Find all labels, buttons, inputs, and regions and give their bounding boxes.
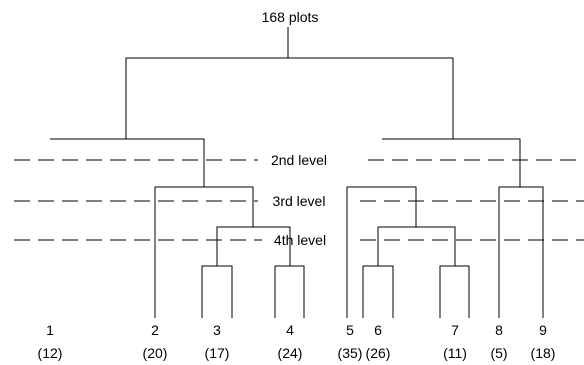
- root-split: [125, 57, 454, 139]
- group-5-label: 5: [346, 322, 354, 338]
- groups-6-7-split: [377, 226, 456, 266]
- group-1-count: (12): [38, 345, 63, 361]
- groups-3-4-split: [216, 226, 291, 266]
- group-4-label: 4: [286, 322, 294, 338]
- right-split: [382, 138, 521, 187]
- group-7-label: 7: [451, 322, 459, 338]
- group-1-label: 1: [46, 322, 54, 338]
- level-2-label: 2nd level: [271, 152, 327, 168]
- level-cut-lines: [14, 159, 584, 241]
- group-7-leaf: [439, 265, 470, 318]
- level-4-label: 4th level: [274, 232, 326, 248]
- group-6-leaf: [362, 265, 394, 318]
- group-2-count: (20): [143, 345, 168, 361]
- group-8-count: (5): [490, 345, 507, 361]
- group-3-label: 3: [213, 322, 221, 338]
- group-2-split: [154, 186, 254, 318]
- group-3-leaf: [201, 265, 233, 318]
- group-5-split: [346, 186, 417, 318]
- group-9-label: 9: [539, 322, 547, 338]
- left-split: [50, 138, 205, 187]
- group-labels: 1 (12) 2 (20) 3 (17) 4 (24) 5 (35) 6 (26…: [38, 322, 556, 361]
- group-3-count: (17): [205, 345, 230, 361]
- dendrogram-branches: [50, 27, 544, 318]
- group-6-count: (26): [366, 345, 391, 361]
- group-8-label: 8: [495, 322, 503, 338]
- group-9-count: (18): [531, 345, 556, 361]
- group-2-label: 2: [151, 322, 159, 338]
- level-3-label: 3rd level: [273, 193, 326, 209]
- group-5-count: (35): [338, 345, 363, 361]
- group-4-count: (24): [278, 345, 303, 361]
- root-label: 168 plots: [262, 9, 319, 25]
- group-4-leaf: [274, 265, 305, 318]
- groups-8-9-split: [498, 186, 544, 318]
- group-7-count: (11): [443, 345, 467, 361]
- group-6-label: 6: [374, 322, 382, 338]
